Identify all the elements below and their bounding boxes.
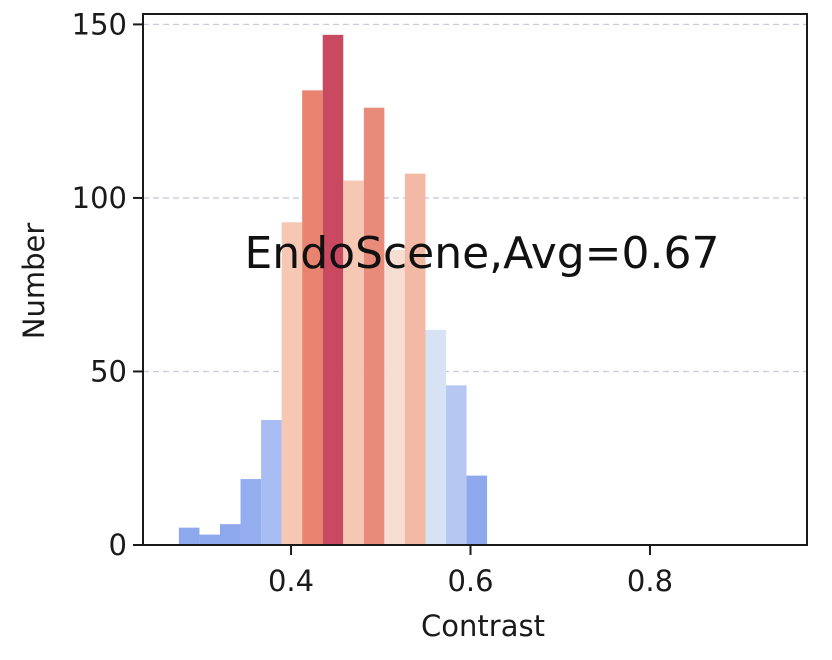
- x-tick-label: 0.8: [627, 564, 673, 598]
- y-axis-title: Number: [17, 223, 51, 340]
- y-tick-label: 0: [109, 528, 127, 562]
- x-tick-label: 0.4: [268, 564, 314, 598]
- histogram-bar: [466, 475, 488, 545]
- histogram-bar: [363, 107, 385, 546]
- histogram-bar: [261, 420, 282, 545]
- x-tick-label: 0.6: [447, 564, 493, 598]
- histogram-bar: [240, 479, 262, 545]
- histogram-bar: [219, 524, 241, 545]
- histogram-bar: [281, 222, 303, 545]
- histogram-bar: [302, 90, 323, 546]
- x-ticks: 0.4 0.6 0.8: [268, 545, 673, 598]
- y-tick-label: 150: [72, 7, 127, 41]
- histogram-bar: [178, 527, 200, 545]
- histogram-bar: [425, 329, 447, 545]
- y-tick-label: 100: [72, 181, 127, 215]
- plot-frame: [142, 13, 808, 546]
- histogram-bar: [446, 385, 467, 545]
- histogram-bar: [384, 250, 405, 545]
- grid-lines: [143, 23, 807, 373]
- histogram-bar: [404, 173, 426, 545]
- chart-annotation: EndoScene,Avg=0.67: [245, 228, 720, 279]
- bars: [178, 34, 488, 546]
- y-tick-label: 50: [90, 354, 127, 388]
- histogram-bar: [199, 534, 220, 545]
- x-axis-title: Contrast: [421, 609, 545, 643]
- y-ticks: 0 50 100 150: [72, 7, 143, 562]
- histogram-bar: [343, 180, 364, 545]
- histogram-bar: [322, 34, 344, 546]
